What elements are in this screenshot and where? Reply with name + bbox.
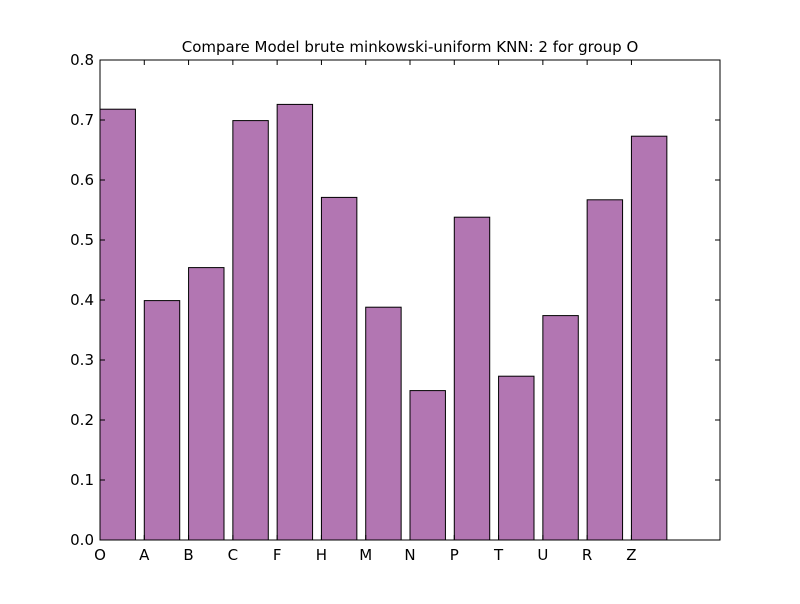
y-tick-label: 0.7 [70,111,94,129]
axis-ticks: O A B C F H M N P T U R Z 0.0 0.1 0.2 0.3 0.4 0.5 0.6 0.7 0.8 [70,51,720,564]
bars [99,103,668,541]
y-tick-label: 0.5 [70,231,94,249]
bar-U [542,315,579,541]
bar-P [453,216,491,541]
y-tick-label: 0.8 [70,51,94,69]
chart-title: Compare Model brute minkowski-uniform KN… [182,38,639,56]
x-tick-label: M [359,546,372,564]
bar-A [143,300,181,541]
x-tick-label: A [139,546,150,564]
x-tick-label: T [493,546,504,564]
x-tick-label: Z [626,546,636,564]
bar-B [188,267,225,541]
bar-O [99,108,136,541]
y-tick-label: 0.3 [70,351,94,369]
bar-C [232,120,269,541]
bar-F [276,103,314,541]
bar-Z [630,135,668,541]
y-tick-label: 0.6 [70,171,94,189]
x-tick-label: U [537,546,548,564]
bar-H [320,196,358,541]
y-tick-label: 0.2 [70,411,94,429]
plot-area-frame [99,59,721,541]
x-tick-label: P [450,546,459,564]
x-tick-label: R [582,546,592,564]
bar-M [365,306,402,541]
x-tick-label: O [94,546,106,564]
bar-T [498,375,535,541]
x-tick-label: C [228,546,238,564]
bar-R [586,199,624,541]
bar-N [409,390,446,541]
x-tick-label: F [273,546,282,564]
x-tick-label: H [316,546,327,564]
x-tick-label: N [404,546,415,564]
x-tick-label: B [183,546,193,564]
y-tick-label: 0.0 [70,531,94,549]
y-tick-label: 0.1 [70,471,94,489]
y-tick-label: 0.4 [70,291,94,309]
